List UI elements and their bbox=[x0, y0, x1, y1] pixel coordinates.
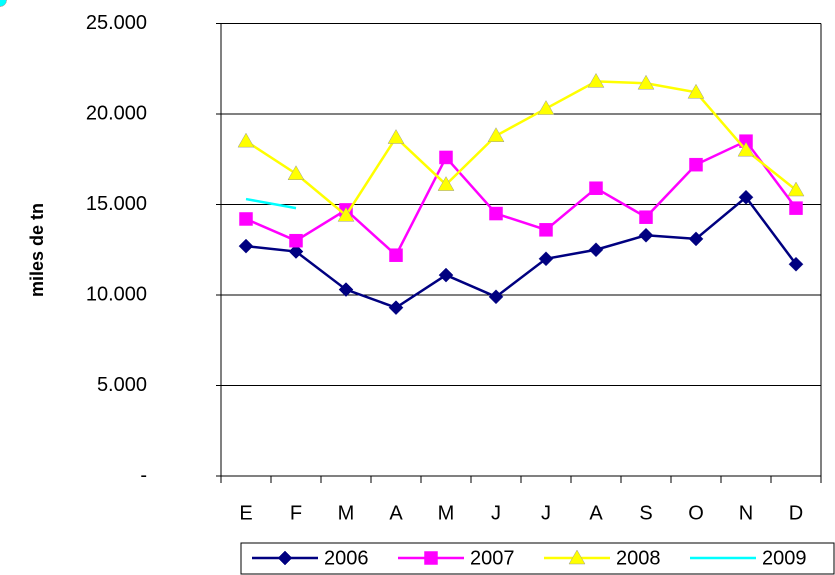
marker bbox=[487, 127, 505, 142]
marker bbox=[439, 150, 453, 165]
marker bbox=[538, 251, 554, 267]
marker bbox=[337, 206, 355, 222]
marker bbox=[387, 129, 405, 144]
marker bbox=[687, 83, 705, 99]
marker bbox=[589, 181, 603, 195]
marker bbox=[789, 201, 803, 215]
marker bbox=[237, 132, 255, 148]
marker bbox=[0, 0, 7, 7]
marker bbox=[539, 223, 553, 237]
x-tick-label: A bbox=[389, 502, 403, 524]
y-tick-label: 20.000 bbox=[86, 102, 147, 124]
y-tick-label: - bbox=[140, 464, 147, 486]
x-tick-label: D bbox=[789, 502, 803, 524]
marker bbox=[638, 227, 654, 243]
series-line bbox=[245, 195, 798, 310]
x-tick-label: M bbox=[338, 502, 355, 524]
y-tick-label: 10.000 bbox=[86, 283, 147, 305]
x-tick-label: M bbox=[438, 502, 455, 524]
marker bbox=[289, 233, 303, 248]
marker bbox=[238, 238, 254, 254]
marker bbox=[239, 212, 253, 226]
legend-label: 2006 bbox=[324, 547, 369, 569]
marker bbox=[288, 244, 304, 259]
x-tick-label: J bbox=[491, 502, 501, 524]
y-tick-label: 25.000 bbox=[86, 12, 147, 34]
marker bbox=[388, 300, 404, 316]
x-tick-label: S bbox=[639, 502, 652, 524]
marker bbox=[787, 181, 805, 197]
y-tick-label: 5.000 bbox=[97, 374, 147, 396]
y-axis-label: miles de tn bbox=[27, 203, 47, 297]
marker bbox=[537, 100, 555, 115]
series-line bbox=[245, 80, 797, 218]
marker bbox=[788, 256, 804, 272]
marker bbox=[688, 231, 704, 247]
marker bbox=[738, 189, 754, 205]
x-tick-label: F bbox=[290, 502, 302, 524]
marker bbox=[588, 242, 604, 258]
series-line bbox=[245, 139, 798, 258]
legend-label: 2009 bbox=[762, 547, 807, 569]
marker bbox=[277, 550, 293, 566]
legend-label: 2007 bbox=[470, 547, 515, 569]
marker bbox=[389, 248, 403, 262]
marker bbox=[438, 267, 454, 283]
marker bbox=[424, 551, 438, 565]
y-tick-label: 15.000 bbox=[86, 193, 147, 215]
marker bbox=[737, 141, 755, 157]
marker bbox=[587, 72, 605, 88]
x-tick-label: O bbox=[688, 502, 704, 524]
marker bbox=[287, 165, 305, 180]
marker bbox=[489, 206, 503, 221]
series-line bbox=[245, 197, 297, 210]
marker bbox=[568, 549, 586, 565]
marker bbox=[689, 157, 703, 172]
marker bbox=[488, 289, 504, 305]
marker bbox=[437, 176, 455, 191]
marker bbox=[637, 74, 655, 90]
marker bbox=[338, 282, 354, 297]
legend-label: 2008 bbox=[616, 547, 661, 569]
x-tick-label: A bbox=[589, 502, 603, 524]
x-tick-label: N bbox=[739, 502, 753, 524]
marker bbox=[639, 210, 653, 224]
x-tick-label: J bbox=[541, 502, 551, 524]
x-tick-label: E bbox=[239, 502, 252, 524]
